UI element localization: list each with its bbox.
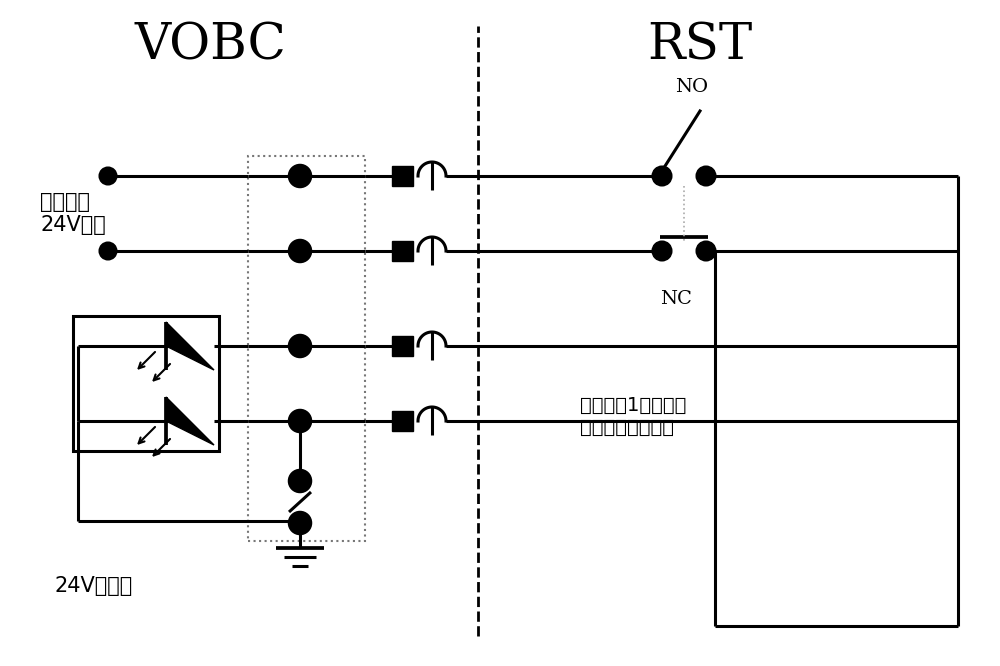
Bar xyxy=(392,336,413,356)
Bar xyxy=(392,241,413,261)
Circle shape xyxy=(289,512,311,534)
Bar xyxy=(73,316,219,451)
Text: VOBC: VOBC xyxy=(134,21,286,71)
Circle shape xyxy=(653,167,671,185)
Bar xyxy=(392,411,413,431)
Text: NO: NO xyxy=(675,78,709,96)
Circle shape xyxy=(289,470,311,492)
Polygon shape xyxy=(166,397,214,445)
Circle shape xyxy=(697,167,715,185)
Circle shape xyxy=(697,242,715,260)
Circle shape xyxy=(289,410,311,432)
Text: RST: RST xyxy=(647,21,753,71)
Bar xyxy=(248,156,365,541)
Circle shape xyxy=(653,242,671,260)
Text: 输入采集
24V电源: 输入采集 24V电源 xyxy=(40,192,106,235)
Circle shape xyxy=(289,240,311,262)
Circle shape xyxy=(289,165,311,187)
Polygon shape xyxy=(166,322,214,370)
Circle shape xyxy=(100,168,116,184)
Text: NC: NC xyxy=(660,290,692,308)
Circle shape xyxy=(289,335,311,357)
Text: 安全输入1的一个常
开、一个常闭触点: 安全输入1的一个常 开、一个常闭触点 xyxy=(580,396,686,436)
Text: 24V电源地: 24V电源地 xyxy=(55,576,133,596)
Circle shape xyxy=(100,243,116,259)
Bar xyxy=(392,166,413,186)
